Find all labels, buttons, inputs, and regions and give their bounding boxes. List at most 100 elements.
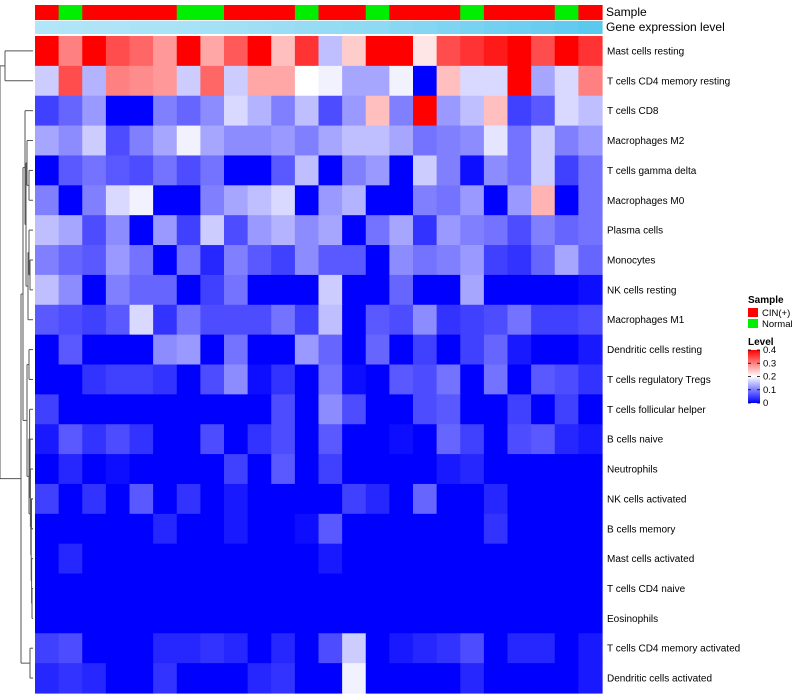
heatmap-cell [389, 125, 414, 157]
heatmap-cell [247, 603, 272, 634]
row-label: T cells regulatory Tregs [607, 375, 711, 386]
heatmap-cell [153, 394, 178, 425]
heatmap-cell [483, 304, 509, 336]
heatmap-cell [294, 364, 320, 395]
heatmap-cell [436, 274, 461, 306]
heatmap-cell [436, 364, 461, 395]
heatmap-cell [294, 394, 320, 425]
legend-level-ticks: 0 0.1 0.2 0.3 0.4 [748, 345, 776, 409]
heatmap-cell [176, 304, 201, 336]
heatmap-cell [294, 334, 320, 366]
heatmap-cell [436, 185, 461, 216]
heatmap-cell [365, 603, 390, 634]
heatmap-cell [176, 334, 201, 366]
heatmap-cell [82, 304, 107, 336]
heatmap-cell [389, 95, 414, 127]
heatmap-cell [247, 663, 272, 694]
heatmap-cell [200, 483, 225, 515]
heatmap-cell [507, 483, 532, 515]
heatmap-cell [82, 185, 107, 216]
heatmap-cell [153, 483, 178, 515]
heatmap-cell [531, 95, 556, 127]
heatmap-cell [554, 155, 579, 186]
heatmap-cell [58, 543, 83, 575]
sample-annotation-cell [365, 5, 390, 20]
heatmap-cell [578, 543, 603, 575]
heatmap-cell [153, 304, 178, 336]
expression-annotation-cell [578, 21, 603, 34]
sample-annotation-cell [483, 5, 509, 20]
sample-annotation-label: Sample [606, 5, 647, 19]
heatmap-cell [35, 334, 60, 366]
heatmap-cell [153, 215, 178, 246]
legend-level-tick-label: 0 [763, 398, 768, 409]
heatmap-cell [436, 424, 461, 455]
expression-annotation-cell [483, 21, 509, 34]
heatmap-cell [82, 215, 107, 246]
heatmap-cell [507, 185, 532, 216]
heatmap-cell [389, 603, 414, 634]
heatmap-cell [460, 543, 485, 575]
heatmap-cell [483, 155, 509, 186]
heatmap-cell [58, 394, 83, 425]
heatmap-cell [578, 483, 603, 515]
heatmap-cell [342, 304, 367, 336]
heatmap-cell [105, 274, 131, 306]
heatmap-cell [578, 334, 603, 366]
heatmap-cell [342, 394, 367, 425]
heatmap-cell [413, 215, 438, 246]
heatmap-cell [224, 65, 249, 97]
heatmap-cell [507, 424, 532, 455]
heatmap-cell [176, 424, 201, 455]
legend-level-tick-label: 0.1 [763, 385, 776, 396]
sample-annotation-cell [35, 5, 60, 20]
sample-annotation-cell [200, 5, 225, 20]
heatmap-cell [247, 36, 272, 67]
heatmap-cell [247, 633, 272, 664]
heatmap-cell [58, 454, 83, 485]
heatmap-cell [176, 215, 201, 246]
heatmap-cell [342, 483, 367, 515]
heatmap-cell [413, 334, 438, 366]
heatmap-cell [82, 483, 107, 515]
heatmap-cell [105, 95, 131, 127]
expression-annotation-cell [318, 21, 343, 34]
heatmap-cell [389, 304, 414, 336]
heatmap-cell [389, 215, 414, 246]
heatmap-cell [129, 155, 154, 186]
heatmap-cell [413, 155, 438, 186]
heatmap-cell [294, 65, 320, 97]
heatmap-cell [247, 65, 272, 97]
heatmap-cell [389, 454, 414, 485]
heatmap-cell [318, 663, 343, 694]
sample-annotation-bar [35, 5, 603, 20]
heatmap-cell [129, 304, 154, 336]
heatmap-cell [294, 215, 320, 246]
heatmap-cell [224, 245, 249, 276]
heatmap-cell [200, 663, 225, 694]
heatmap-cell [35, 245, 60, 276]
heatmap-cell [35, 513, 60, 545]
heatmap-cell [105, 304, 131, 336]
heatmap-cell [153, 65, 178, 97]
heatmap-cell [436, 95, 461, 127]
heatmap-cell [436, 304, 461, 336]
heatmap-cell [365, 633, 390, 664]
heatmap-cell [389, 185, 414, 216]
heatmap-cell [389, 364, 414, 395]
heatmap-cell [247, 155, 272, 186]
heatmap-cell [153, 185, 178, 216]
heatmap-cell [578, 215, 603, 246]
heatmap-cell [129, 633, 154, 664]
heatmap-cell [460, 483, 485, 515]
heatmap-cell [554, 394, 579, 425]
heatmap-cell [413, 36, 438, 67]
heatmap-cell [294, 424, 320, 455]
heatmap-cell [224, 513, 249, 545]
heatmap-cell [294, 483, 320, 515]
heatmap-cell [318, 274, 343, 306]
heatmap-cell [224, 543, 249, 575]
heatmap-cell [436, 394, 461, 425]
heatmap-cell [531, 125, 556, 157]
heatmap-cell [224, 215, 249, 246]
